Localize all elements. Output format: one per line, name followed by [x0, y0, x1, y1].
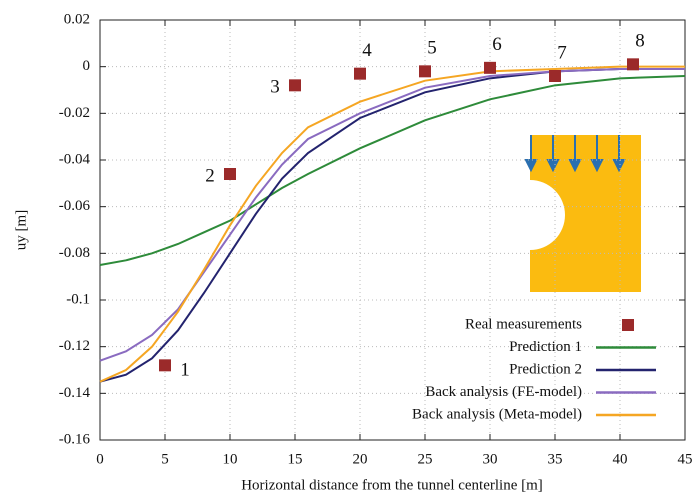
- point-label: 2: [205, 165, 215, 186]
- y-tick-label: 0.02: [64, 11, 90, 27]
- y-tick-label: -0.16: [59, 431, 91, 447]
- x-tick-label: 10: [223, 451, 238, 467]
- x-tick-label: 40: [613, 451, 628, 467]
- y-tick-label: -0.12: [59, 338, 90, 354]
- point-label: 3: [270, 77, 280, 98]
- y-tick-label: -0.02: [59, 105, 90, 121]
- x-tick-label: 15: [288, 451, 303, 467]
- y-tick-label: -0.08: [59, 245, 90, 261]
- measurement-point: [549, 70, 561, 82]
- x-axis-label: Horizontal distance from the tunnel cent…: [241, 477, 543, 493]
- series-line: [99, 68, 685, 362]
- y-tick-label: -0.04: [59, 151, 91, 167]
- measurement-point: [484, 61, 496, 74]
- x-tick-label: 20: [353, 451, 368, 467]
- legend-label: Prediction 1: [509, 339, 582, 355]
- y-tick-label: 0: [83, 58, 91, 74]
- measurement-point: [627, 58, 639, 71]
- measurement-point: [159, 359, 171, 372]
- x-tick-label: 5: [161, 451, 169, 467]
- measurement-point: [224, 168, 236, 180]
- point-label: 5: [427, 38, 437, 59]
- inset-diagram: [524, 135, 641, 292]
- x-tick-label: 35: [548, 451, 563, 467]
- y-tick-label: -0.06: [59, 198, 91, 214]
- x-tick-label: 30: [483, 451, 498, 467]
- soil-block: [530, 135, 641, 292]
- legend-label: Back analysis (Meta-model): [412, 406, 582, 422]
- series-line: [99, 75, 686, 266]
- legend-label: Back analysis (FE-model): [425, 384, 582, 400]
- y-tick-label: -0.14: [59, 385, 91, 401]
- y-axis-label: uy [m]: [13, 210, 29, 250]
- legend-marker: [622, 319, 634, 331]
- legend-label: Prediction 2: [509, 361, 582, 377]
- point-label: 6: [492, 34, 502, 55]
- x-tick-label: 45: [678, 451, 693, 467]
- x-tick-label: 25: [418, 451, 433, 467]
- point-label: 7: [557, 42, 567, 63]
- y-tick-label: -0.1: [66, 291, 90, 307]
- plot-frame: [99, 19, 686, 441]
- measurement-point: [354, 67, 366, 80]
- point-label: 1: [180, 360, 190, 381]
- measurement-point: [289, 79, 301, 92]
- x-tick-label: 0: [96, 451, 104, 467]
- series-line: [99, 65, 685, 383]
- point-label: 4: [362, 40, 372, 61]
- legend-label: Real measurements: [465, 316, 582, 332]
- point-label: 8: [635, 31, 645, 52]
- measurement-point: [419, 65, 431, 78]
